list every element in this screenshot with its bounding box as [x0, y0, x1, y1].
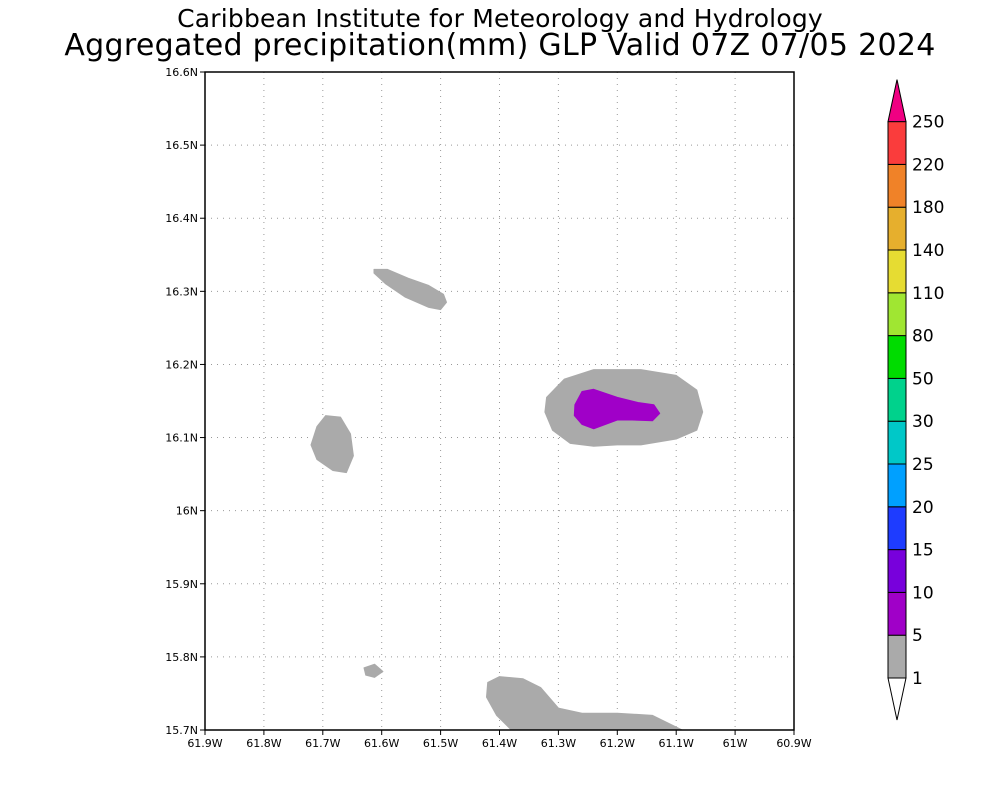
- colorbar-label: 250: [912, 113, 944, 133]
- y-tick-label: 16.5N: [165, 139, 198, 152]
- map-frame: [204, 71, 795, 731]
- y-tick-label: 16.4N: [165, 212, 198, 225]
- x-axis: 61.9W 61.8W 61.7W 61.6W 61.5W 61.4W 61.3W 61.2W…: [187, 730, 812, 750]
- colorbar-swatch: [887, 335, 907, 379]
- x-tick-label: 61W: [723, 737, 748, 750]
- precip-region-1-5: [373, 268, 447, 311]
- colorbar-label: 5: [912, 626, 923, 646]
- x-tick-label: 61.8W: [246, 737, 281, 750]
- x-tick-label: 60.9W: [776, 737, 811, 750]
- x-tick-label: 61.3W: [541, 737, 576, 750]
- map-title: Caribbean Institute for Meteorology and …: [177, 4, 823, 33]
- precip-region-1-5: [310, 415, 354, 474]
- y-tick-label: 15.9N: [165, 578, 198, 591]
- colorbar-swatch: [887, 506, 907, 551]
- colorbar-swatch: [887, 549, 907, 593]
- colorbar-label: 15: [912, 541, 934, 561]
- colorbar-label: 180: [912, 198, 944, 218]
- colorbar-label: 20: [912, 498, 934, 518]
- colorbar-label: 1: [912, 669, 923, 689]
- colorbar-label: 140: [912, 241, 944, 261]
- colorbar-swatch: [887, 634, 907, 679]
- colorbar-swatch: [887, 591, 907, 636]
- colorbar-swatch: [887, 420, 907, 465]
- colorbar-swatch: [887, 163, 907, 208]
- x-tick-label: 61.1W: [659, 737, 694, 750]
- colorbar-label: 30: [912, 412, 934, 432]
- x-tick-label: 61.5W: [423, 737, 458, 750]
- colorbar-swatch: [887, 377, 907, 422]
- colorbar-swatch: [887, 463, 907, 508]
- y-tick-label: 16.3N: [165, 285, 198, 298]
- precip-region-5-10: [573, 388, 661, 430]
- colorbar-swatch: [887, 121, 907, 165]
- precipitation-regions: [310, 268, 704, 731]
- x-tick-label: 61.6W: [364, 737, 399, 750]
- y-tick-label: 16N: [176, 505, 198, 518]
- grid-lines: [205, 72, 794, 730]
- y-axis: 15.7N 15.8N 15.9N 16N 16.1N 16.2N 16.3N 16.4N 16…: [165, 66, 205, 737]
- y-tick-label: 16.6N: [165, 66, 198, 79]
- x-tick-label: 61.9W: [187, 737, 222, 750]
- x-tick-label: 61.2W: [600, 737, 635, 750]
- x-tick-label: 61.7W: [305, 737, 340, 750]
- y-tick-label: 15.7N: [165, 724, 198, 737]
- y-tick-label: 15.8N: [165, 651, 198, 664]
- y-tick-label: 16.1N: [165, 432, 198, 445]
- colorbar-lower-arrow: [887, 677, 907, 721]
- map-subtitle: Aggregated precipitation(mm) GLP Valid 0…: [64, 28, 936, 63]
- precip-region-1-5: [363, 663, 384, 678]
- colorbar-label: 110: [912, 284, 944, 304]
- colorbar-label: 50: [912, 369, 934, 389]
- colorbar-swatch: [887, 249, 907, 294]
- colorbar-label: 25: [912, 455, 934, 475]
- precip-region-1-5: [486, 676, 683, 731]
- colorbar-upper-arrow: [887, 79, 907, 123]
- colorbar-swatch: [887, 206, 907, 251]
- colorbar-swatch: [887, 292, 907, 337]
- x-tick-label: 61.4W: [482, 737, 517, 750]
- colorbar-label: 10: [912, 583, 934, 603]
- y-tick-label: 16.2N: [165, 358, 198, 371]
- colorbar-label: 80: [912, 327, 934, 347]
- colorbar-label: 220: [912, 155, 944, 175]
